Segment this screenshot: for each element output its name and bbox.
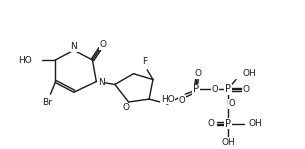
Text: HO: HO (161, 95, 174, 104)
Text: HO: HO (18, 56, 32, 65)
Text: O: O (179, 96, 186, 105)
Text: P: P (193, 84, 199, 94)
Text: O: O (229, 100, 235, 108)
Text: O: O (242, 85, 249, 94)
Text: N: N (70, 42, 77, 51)
Text: F: F (142, 58, 147, 66)
Text: OH: OH (249, 119, 263, 128)
Text: O: O (194, 69, 201, 78)
Text: P: P (225, 118, 231, 129)
Text: N: N (98, 78, 105, 87)
Text: O: O (211, 85, 218, 94)
Text: O: O (122, 103, 129, 112)
Text: Br: Br (42, 97, 52, 107)
Text: P: P (225, 84, 231, 94)
Text: OH: OH (243, 69, 257, 78)
Text: OH: OH (221, 138, 235, 147)
Text: O: O (207, 119, 214, 128)
Text: O: O (100, 40, 107, 49)
